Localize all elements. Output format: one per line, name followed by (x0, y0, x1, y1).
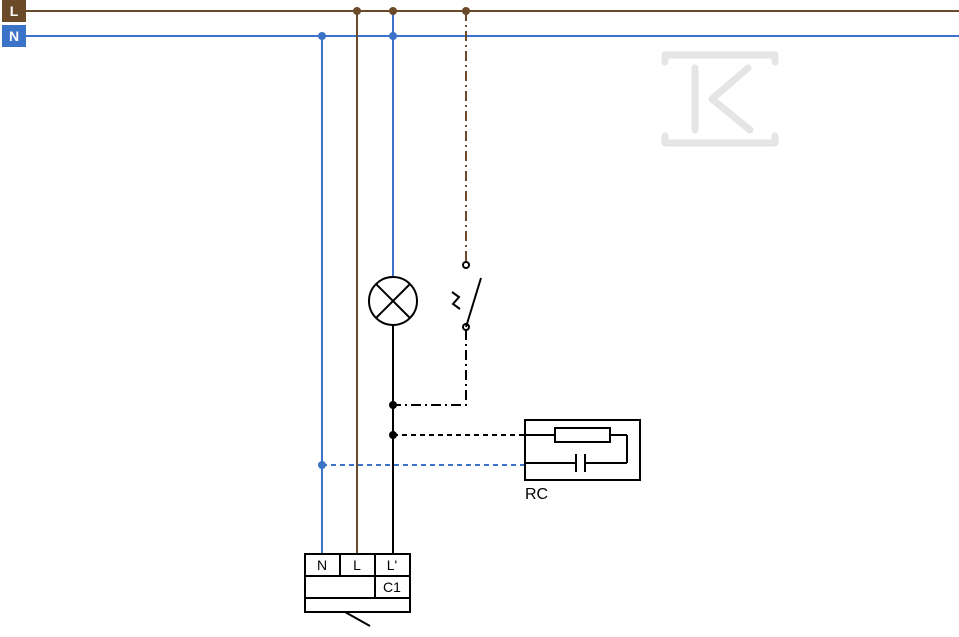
bus-label-N-text: N (9, 28, 19, 44)
bus-label-L-text: L (10, 3, 19, 19)
rc-snubber-icon (525, 420, 640, 480)
wiring-diagram: N L L' C1 (0, 0, 959, 637)
bus-label-N: N (2, 25, 26, 47)
terminal-L-label: L (353, 557, 361, 573)
terminal-C1-label: C1 (383, 579, 401, 595)
terminal-Lp-label: L' (387, 557, 397, 573)
pushbutton-switch-icon (452, 262, 481, 330)
wire-rc-neutral (322, 438, 525, 465)
bus-label-L: L (2, 0, 26, 22)
watermark-k-icon (665, 55, 775, 143)
rc-label: RC (525, 486, 548, 504)
wire-switch-return (393, 330, 466, 405)
lamp-icon (369, 277, 417, 325)
terminal-N-label: N (317, 557, 327, 573)
